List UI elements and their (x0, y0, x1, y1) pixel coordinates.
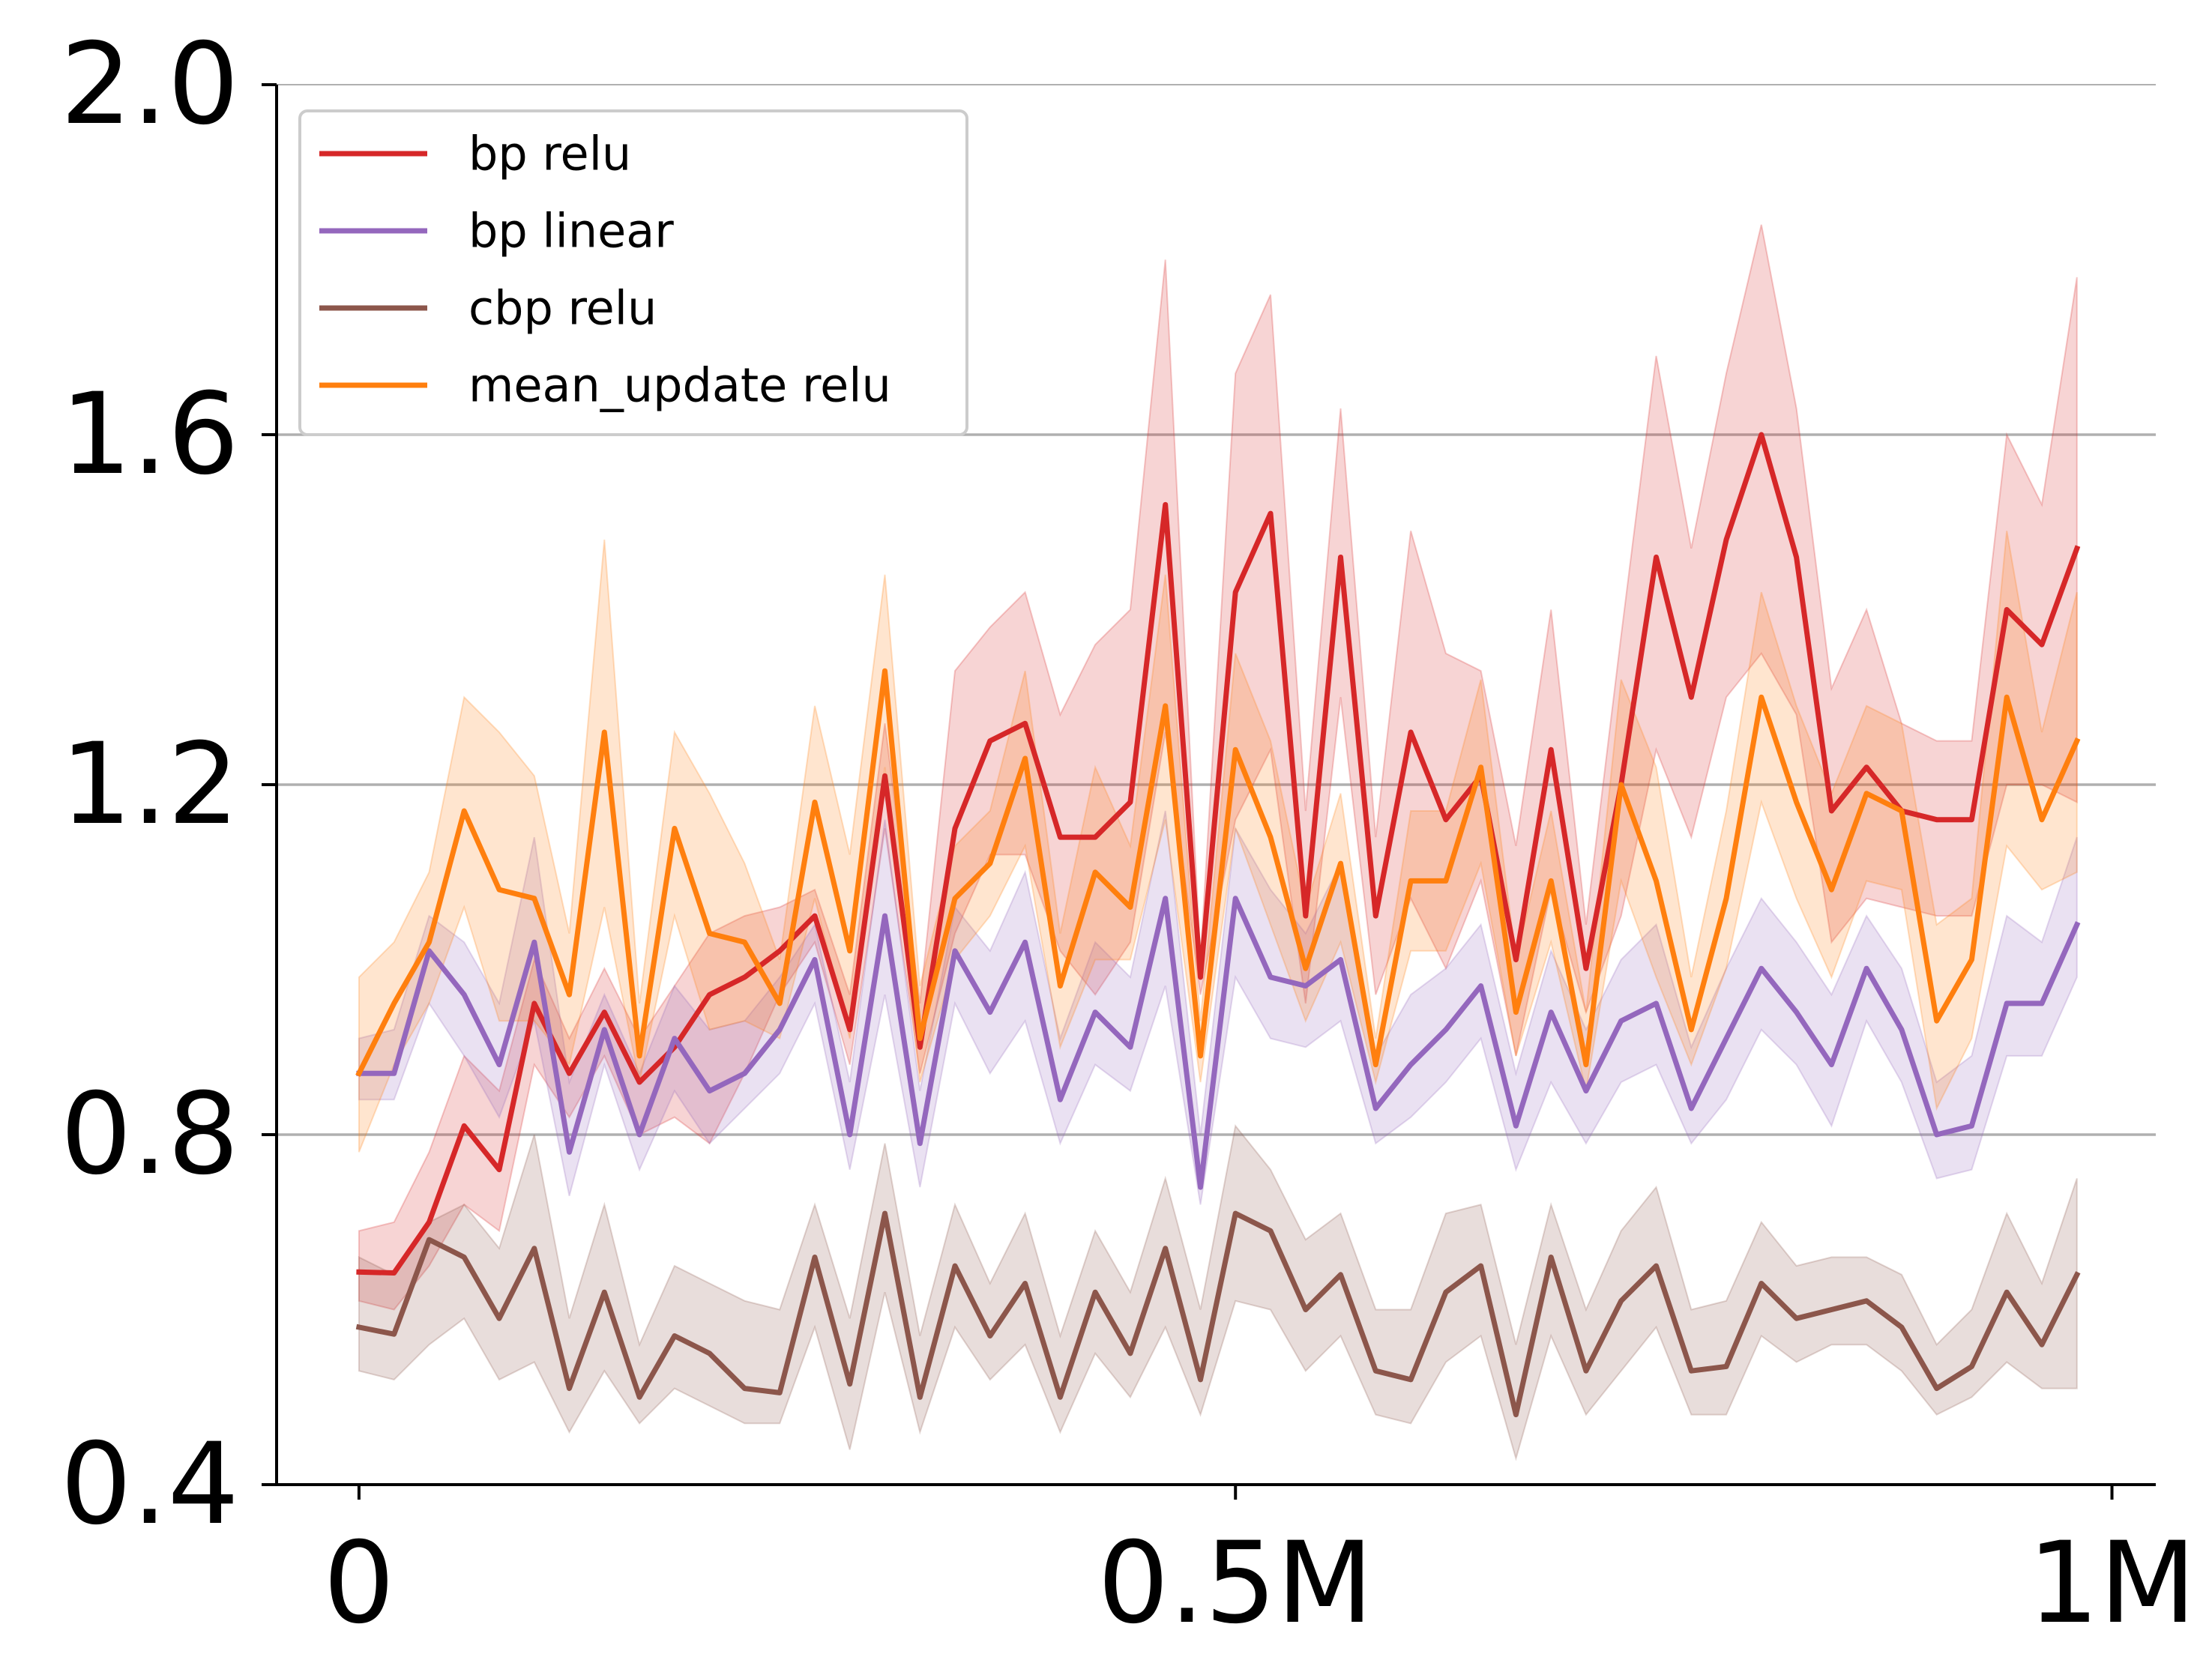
series-lines (355, 432, 2081, 1418)
y-tick-label: 2.0 (60, 19, 239, 150)
y-tick-label: 1.2 (60, 719, 239, 850)
legend: bp relu bp linear cbp relu mean_update relu (298, 109, 968, 436)
legend-label: bp relu (468, 127, 631, 181)
y-tick-label: 0.4 (60, 1419, 239, 1550)
line-bp-linear (356, 896, 2081, 1190)
y-tick-label: 0.8 (60, 1069, 239, 1200)
line-mean-update-relu (355, 668, 2081, 1077)
line-cbp-relu (355, 1210, 2081, 1418)
axes (262, 83, 2156, 1500)
band-bp-linear (358, 810, 2078, 1205)
line-bp-relu (356, 432, 2081, 1276)
legend-label: bp linear (468, 204, 674, 259)
legend-box (298, 109, 968, 436)
tick-labels: 0.4 0.8 1.2 1.6 2.0 0 0.5M 1M (60, 19, 2196, 1649)
x-tick-label: 0 (323, 1518, 394, 1649)
y-tick-label: 1.6 (60, 369, 239, 500)
x-tick-label: 0.5M (1097, 1518, 1373, 1649)
x-tick-label: 1M (2028, 1518, 2196, 1649)
legend-label: cbp relu (468, 281, 657, 336)
legend-label: mean_update relu (468, 358, 891, 413)
